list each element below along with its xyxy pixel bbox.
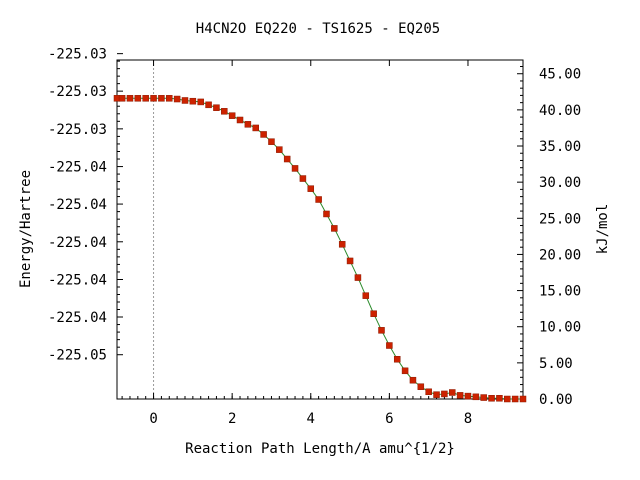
data-point: [134, 95, 142, 102]
data-point: [331, 225, 338, 232]
x-axis-label: Reaction Path Length/A amu^{1/2}: [185, 441, 455, 457]
data-point: [228, 112, 236, 119]
series-layer: [113, 95, 527, 403]
data-point: [181, 97, 189, 104]
data-point: [362, 292, 370, 299]
data-point: [213, 104, 220, 111]
y2-tick-label: 20.00: [539, 247, 581, 263]
y2-tick-label: 10.00: [539, 320, 581, 336]
y-tick-label: -225.04: [48, 160, 107, 176]
y-tick-label: -225.04: [48, 235, 107, 251]
data-point: [433, 391, 440, 398]
plot-frame: [116, 59, 524, 400]
y-tick-label: -225.05: [48, 348, 107, 364]
data-point: [173, 95, 181, 103]
data-point: [197, 98, 204, 106]
data-point: [283, 155, 291, 163]
y-tick-label: -225.04: [48, 310, 107, 326]
data-point: [504, 395, 511, 403]
data-point: [472, 393, 480, 401]
data-point: [323, 210, 330, 218]
data-point: [150, 95, 157, 102]
data-point: [354, 274, 362, 281]
series-line: [117, 97, 523, 400]
data-point: [252, 124, 259, 132]
data-point: [126, 95, 134, 102]
data-point: [393, 355, 401, 363]
y2-tick-label: 35.00: [539, 139, 581, 155]
y-tick-label: -225.03: [48, 84, 107, 100]
data-point: [142, 95, 149, 102]
y2-tick-label: 5.00: [539, 356, 573, 372]
data-point: [346, 257, 354, 265]
data-point: [511, 395, 519, 403]
data-point: [338, 241, 346, 248]
data-point: [315, 196, 322, 203]
data-point: [449, 389, 456, 396]
axis-ticks: 0 2 4 6 8 -225.03 -225.03 -225.03 -225.04 -225.04…: [48, 47, 581, 427]
data-point: [205, 101, 212, 109]
data-point: [166, 95, 173, 102]
data-point: [291, 165, 299, 172]
data-point: [244, 121, 252, 128]
data-point: [276, 146, 283, 153]
data-point: [189, 97, 197, 105]
data-point: [158, 95, 165, 102]
y2-tick-label: 45.00: [539, 67, 581, 83]
y2-axis-label: kJ/mol: [595, 204, 611, 255]
x-tick-label: 0: [149, 411, 157, 427]
data-point: [480, 394, 487, 401]
y-axis-label: Energy/Hartree: [18, 170, 34, 288]
x-tick-label: 4: [307, 411, 315, 427]
y-tick-label: -225.04: [48, 197, 107, 213]
data-point: [386, 342, 393, 349]
data-point: [456, 392, 464, 399]
chart-title: H4CN2O EQ220 - TS1625 - EQ205: [196, 21, 440, 37]
y2-tick-label: 30.00: [539, 175, 581, 191]
data-point: [370, 310, 377, 317]
data-point: [496, 395, 503, 402]
data-point: [409, 376, 417, 384]
y2-tick-label: 0.00: [539, 392, 573, 408]
data-point: [268, 138, 275, 145]
x-tick-label: 8: [464, 411, 472, 427]
y2-tick-label: 25.00: [539, 211, 581, 227]
data-point: [299, 175, 307, 182]
data-point: [464, 392, 472, 400]
y2-tick-label: 40.00: [539, 103, 581, 119]
y-tick-label: -225.03: [48, 47, 107, 63]
data-point: [401, 367, 409, 375]
data-point: [307, 185, 315, 192]
data-point: [425, 388, 432, 396]
data-point: [417, 383, 425, 390]
x-tick-label: 6: [385, 411, 393, 427]
y-tick-label: -225.04: [48, 273, 107, 289]
data-point: [488, 395, 495, 402]
y-tick-label: -225.03: [48, 122, 107, 138]
data-point: [519, 395, 527, 403]
x-tick-label: 2: [228, 411, 236, 427]
y2-tick-label: 15.00: [539, 284, 581, 300]
data-point: [236, 116, 244, 124]
data-point: [118, 95, 126, 102]
data-point: [221, 108, 228, 115]
data-point: [378, 327, 385, 334]
data-point: [441, 390, 448, 398]
data-point: [260, 131, 267, 138]
